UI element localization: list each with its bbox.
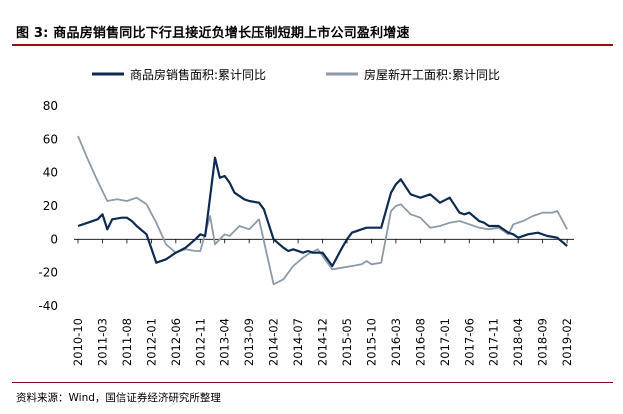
x-tick-label: 2016-03	[389, 318, 403, 366]
legend-label-sales: 商品房销售面积:累计同比	[130, 67, 266, 82]
y-tick-label: 0	[50, 232, 58, 246]
series-line-0	[77, 156, 568, 268]
figure-footer: 资料来源：Wind，国信证券经济研究所整理	[0, 378, 623, 414]
figure-header: 图 3: 商品房销售同比下行且接近负增长压制短期上市公司盈利增速	[0, 0, 623, 46]
legend-label-starts: 房屋新开工面积:累计同比	[364, 67, 500, 82]
x-tick-label: 2017-11	[487, 318, 501, 366]
y-tick-label: -40	[38, 299, 58, 313]
y-tick-label: 20	[43, 199, 58, 213]
x-tick-label: 2012-01	[144, 318, 158, 366]
x-tick-label: 2015-05	[340, 318, 354, 366]
figure-title: 图 3: 商品房销售同比下行且接近负增长压制短期上市公司盈利增速	[16, 26, 410, 41]
y-tick-label: -20	[38, 266, 58, 280]
x-tick-label: 2017-06	[462, 318, 476, 366]
x-tick-label: 2018-09	[536, 318, 550, 366]
title-divider	[12, 44, 613, 46]
y-tick-label: 80	[43, 99, 58, 113]
y-axis-ticks: 80 60 40 20 0 -20 -40	[38, 99, 58, 313]
x-tick-label: 2015-10	[364, 318, 378, 366]
x-tick-label: 2018-04	[511, 318, 525, 366]
x-tick-label: 2012-11	[193, 318, 207, 366]
x-tick-label: 2011-03	[95, 318, 109, 366]
series-layer	[77, 135, 568, 286]
footer-divider	[12, 382, 613, 383]
x-axis-ticks: 2010-10 2011-03 2011-08 2012-01 2012-06 2012-…	[71, 239, 574, 366]
x-tick-label: 2013-09	[242, 318, 256, 366]
x-tick-label: 2016-08	[413, 318, 427, 366]
y-tick-label: 60	[43, 132, 58, 146]
source-note: 资料来源：Wind，国信证券经济研究所整理	[16, 392, 221, 404]
x-tick-label: 2014-12	[316, 318, 330, 366]
x-tick-label: 2010-10	[71, 318, 85, 366]
y-tick-label: 40	[43, 166, 58, 180]
x-tick-label: 2013-04	[218, 318, 232, 366]
x-tick-label: 2019-02	[560, 318, 574, 366]
series-line-1	[77, 135, 568, 286]
x-tick-label: 2014-02	[267, 318, 281, 366]
x-tick-label: 2012-06	[169, 318, 183, 366]
chart-legend: 商品房销售面积:累计同比 房屋新开工面积:累计同比	[92, 67, 500, 82]
line-chart: 商品房销售面积:累计同比 房屋新开工面积:累计同比 80 60 40 20 0 -20 -4…	[38, 67, 574, 366]
x-tick-label: 2017-01	[438, 318, 452, 366]
x-tick-label: 2011-08	[120, 318, 134, 366]
x-tick-label: 2014-07	[291, 318, 305, 366]
